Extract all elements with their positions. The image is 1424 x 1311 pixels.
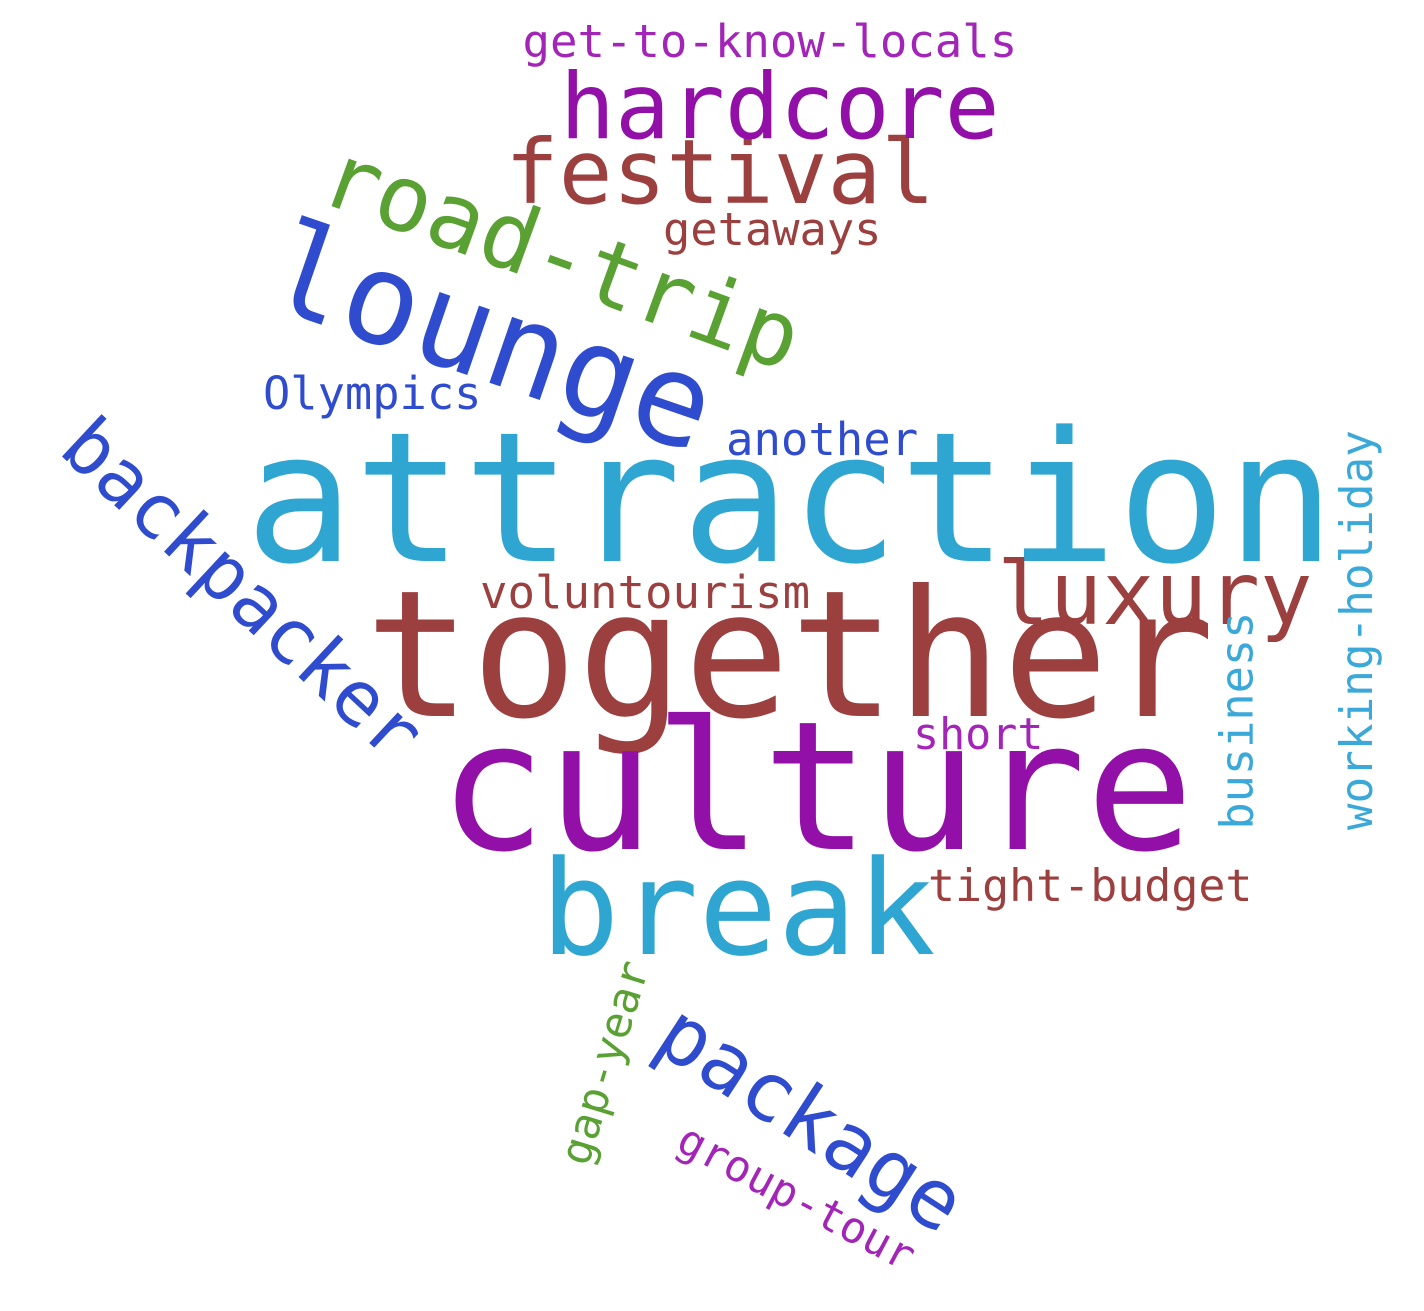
word-getaways: getaways bbox=[663, 202, 882, 256]
word-get-to-know-locals: get-to-know-locals bbox=[522, 15, 1018, 68]
word-tight-budget: tight-budget bbox=[928, 858, 1253, 912]
word-luxury: luxury bbox=[997, 542, 1313, 645]
word-olympics: Olympics bbox=[263, 366, 482, 420]
word-together: together bbox=[365, 552, 1215, 758]
word-voluntourism: voluntourism bbox=[480, 566, 811, 619]
word-working-holiday: working-holiday bbox=[1331, 430, 1383, 831]
word-culture: culture bbox=[438, 683, 1194, 892]
word-festival: festival bbox=[505, 120, 936, 225]
word-another: another bbox=[726, 413, 919, 466]
word-business: business bbox=[1210, 611, 1264, 830]
word-short: short bbox=[913, 709, 1044, 760]
word-break: break bbox=[540, 831, 936, 985]
word-attraction: attraction bbox=[245, 392, 1336, 604]
word-hardcore: hardcore bbox=[560, 52, 1000, 160]
